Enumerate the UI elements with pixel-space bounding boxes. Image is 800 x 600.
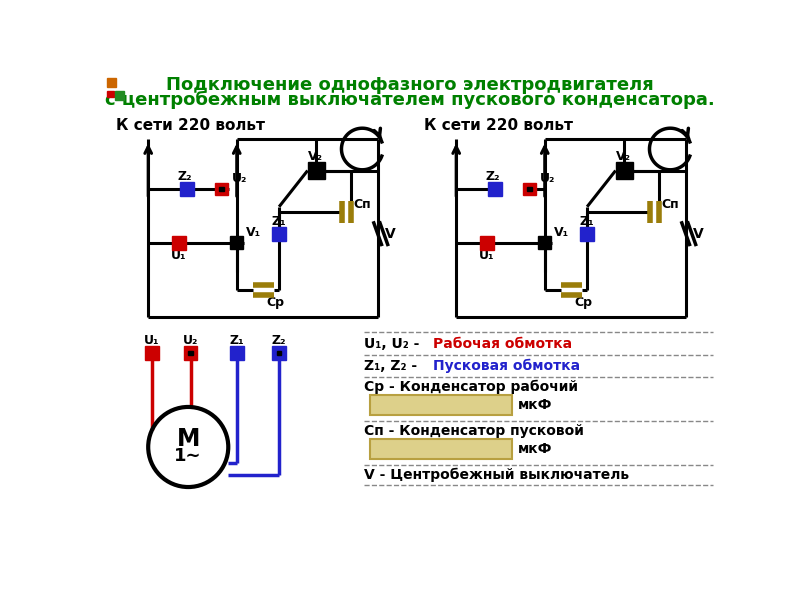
Bar <box>523 183 535 195</box>
Bar <box>230 236 243 250</box>
Text: Z₁: Z₁ <box>580 215 594 228</box>
Text: Cп: Cп <box>661 198 678 211</box>
Text: Z₂: Z₂ <box>485 170 500 183</box>
Text: Cп: Cп <box>353 198 370 211</box>
Text: мкФ: мкФ <box>518 442 552 456</box>
Bar <box>277 351 282 355</box>
Text: U₂: U₂ <box>540 172 555 185</box>
Bar <box>615 162 633 179</box>
Bar <box>307 162 325 179</box>
Text: К сети 220 вольт: К сети 220 вольт <box>424 118 573 133</box>
Text: V: V <box>386 227 396 241</box>
Text: 1∼: 1∼ <box>174 447 202 465</box>
Text: Z₂: Z₂ <box>177 170 192 183</box>
Text: U₂: U₂ <box>232 172 247 185</box>
Bar <box>480 236 494 250</box>
Bar <box>272 346 286 360</box>
Bar <box>580 227 594 241</box>
Bar <box>370 395 513 415</box>
Text: U₁: U₁ <box>171 249 186 262</box>
Text: U₁: U₁ <box>144 334 160 347</box>
Bar <box>180 182 194 196</box>
Text: Cр: Cр <box>266 296 285 309</box>
Text: V₁: V₁ <box>246 226 261 239</box>
Bar <box>115 91 123 100</box>
Text: Пусковая обмотка: Пусковая обмотка <box>433 359 580 373</box>
Bar <box>145 346 159 360</box>
Text: V₂: V₂ <box>308 150 323 163</box>
Bar <box>219 187 224 191</box>
Text: V: V <box>694 227 704 241</box>
Text: Cп - Конденсатор пусковой: Cп - Конденсатор пусковой <box>364 424 584 438</box>
Text: Рабочая обмотка: Рабочая обмотка <box>433 337 572 351</box>
Text: Cр: Cр <box>574 296 593 309</box>
Text: Z₁, Z₂ -: Z₁, Z₂ - <box>364 359 422 373</box>
Text: M: M <box>177 427 200 451</box>
Text: U₂: U₂ <box>183 334 198 347</box>
Bar <box>184 346 198 360</box>
Text: Cр - Конденсатор рабочий: Cр - Конденсатор рабочий <box>364 380 578 394</box>
Bar <box>488 182 502 196</box>
Bar <box>215 183 227 195</box>
Bar <box>527 187 532 191</box>
Bar <box>107 78 116 86</box>
Text: V₂: V₂ <box>616 150 631 163</box>
Text: Z₁: Z₁ <box>230 334 244 347</box>
Text: Подключение однофазного электродвигателя: Подключение однофазного электродвигателя <box>166 76 654 94</box>
Text: с центробежным выключателем пускового конденсатора.: с центробежным выключателем пускового ко… <box>105 91 715 109</box>
Bar <box>538 236 551 250</box>
Text: U₁: U₁ <box>479 249 494 262</box>
Bar <box>272 227 286 241</box>
Text: V₁: V₁ <box>554 226 569 239</box>
Text: Z₂: Z₂ <box>272 334 286 347</box>
Text: К сети 220 вольт: К сети 220 вольт <box>116 118 265 133</box>
Bar <box>230 346 244 360</box>
Bar <box>107 91 114 97</box>
Bar <box>188 351 193 355</box>
Bar <box>370 439 513 460</box>
Text: U₁, U₂ -: U₁, U₂ - <box>364 337 424 351</box>
Text: мкФ: мкФ <box>518 398 552 412</box>
Bar <box>172 236 186 250</box>
Text: Z₁: Z₁ <box>272 215 286 228</box>
Text: V - Центробежный выключатель: V - Центробежный выключатель <box>364 467 629 482</box>
